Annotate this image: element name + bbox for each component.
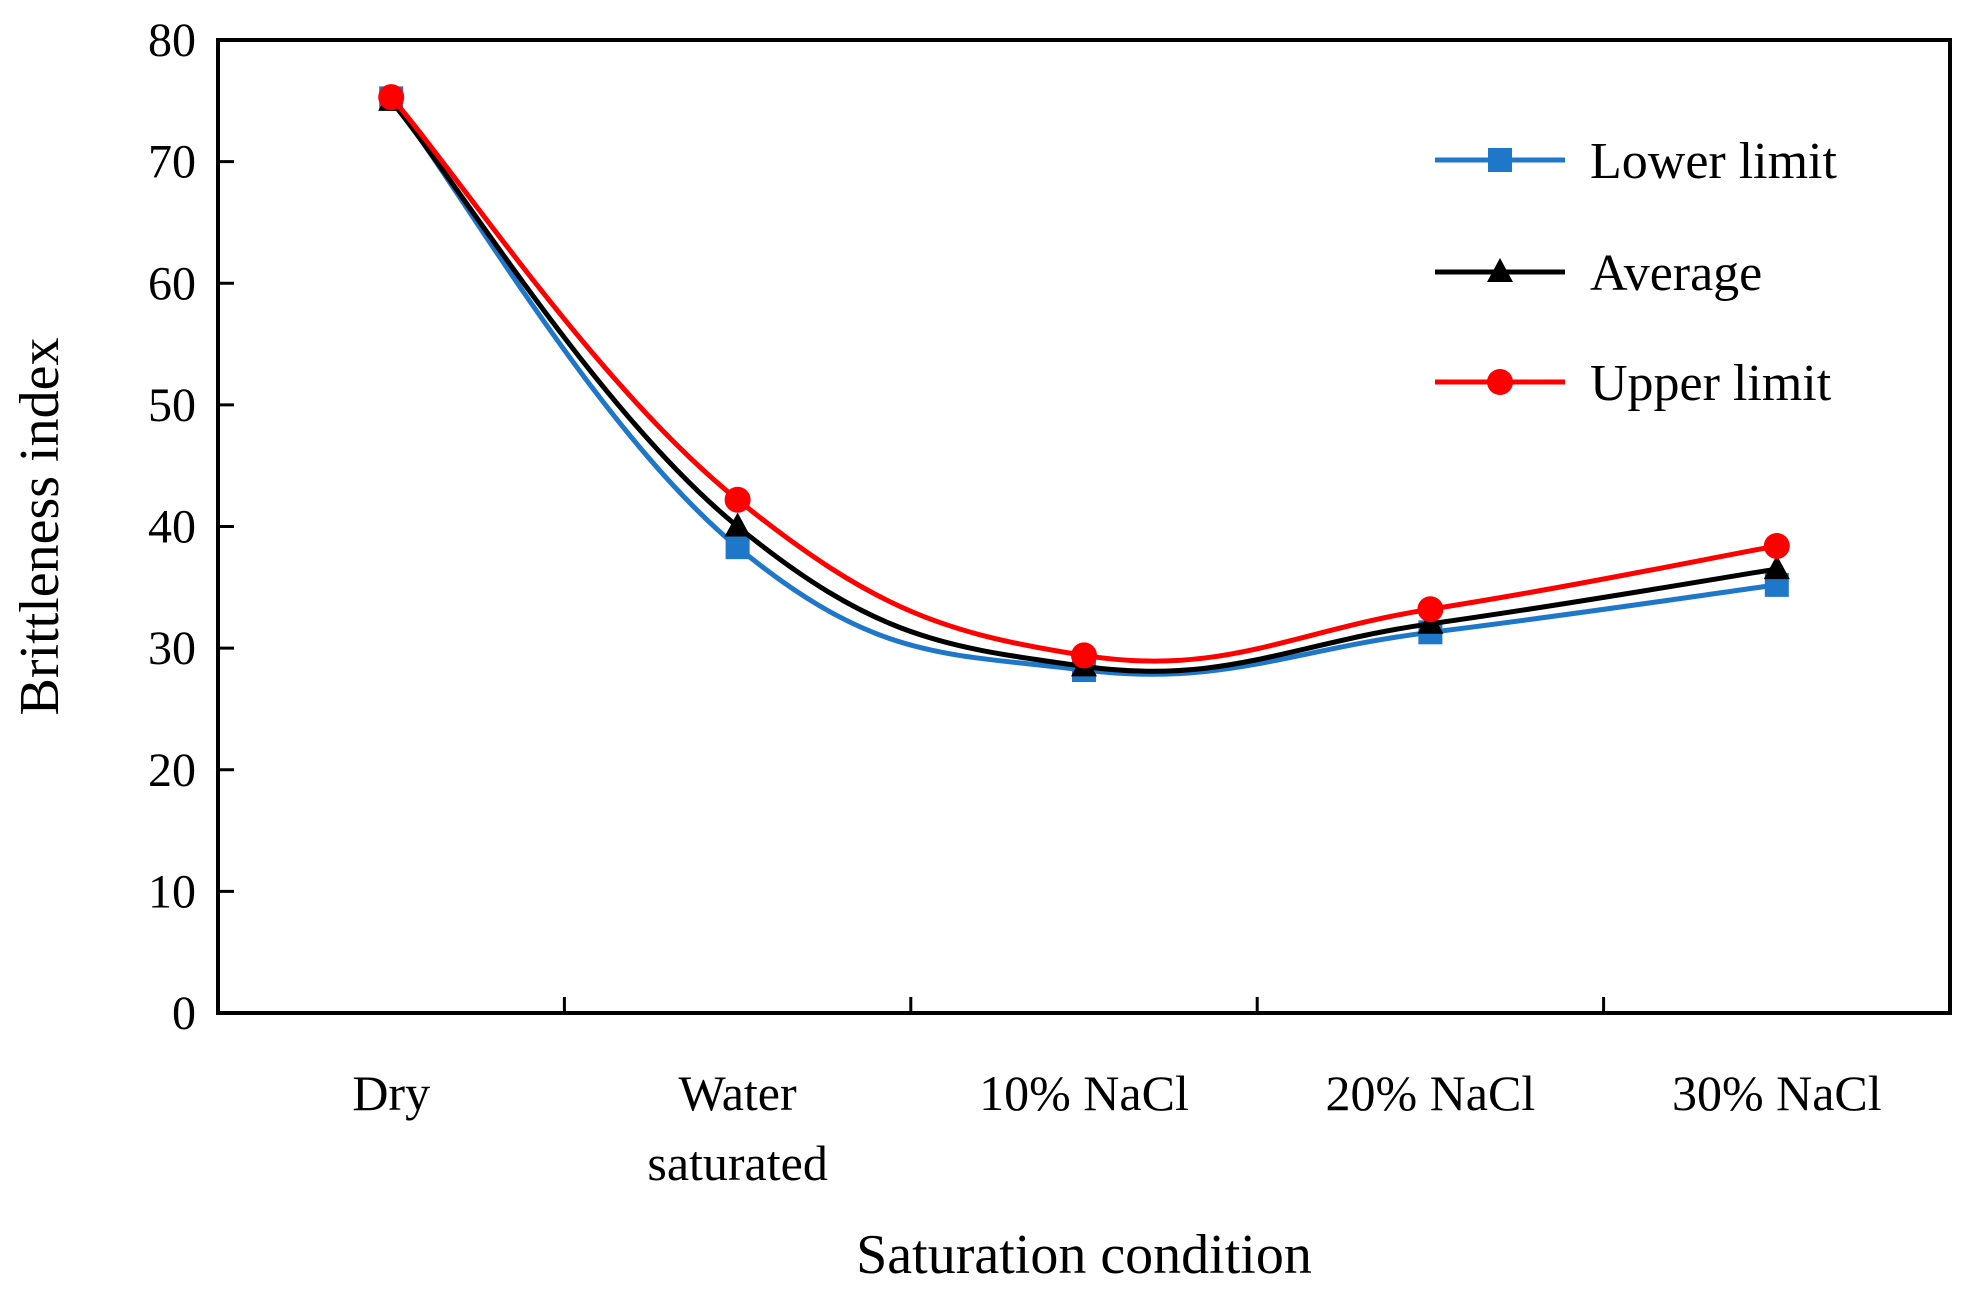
data-point-upper-limit bbox=[378, 84, 405, 111]
legend-label-lower-limit: Lower limit bbox=[1590, 133, 1838, 190]
y-tick-label: 30 bbox=[148, 622, 196, 675]
series-lower-limit bbox=[379, 86, 1789, 683]
x-tick-label: 10% NaCl bbox=[979, 1065, 1189, 1121]
x-tick-label-line: Dry bbox=[352, 1065, 430, 1121]
y-tick-label: 80 bbox=[148, 14, 196, 67]
data-point-average bbox=[1763, 555, 1790, 580]
x-tick-label-line: saturated bbox=[647, 1135, 827, 1191]
y-tick-label: 40 bbox=[148, 501, 196, 554]
legend: Lower limit Average Upper limit bbox=[1435, 133, 1838, 412]
x-tick-label: Dry bbox=[352, 1065, 430, 1121]
series-line-average bbox=[389, 99, 1778, 674]
series-layer bbox=[378, 84, 1790, 683]
data-point-upper-limit bbox=[1071, 642, 1097, 669]
y-tick-label: 10 bbox=[148, 865, 196, 918]
data-point-upper-limit bbox=[1763, 532, 1790, 559]
x-axis: Dry Water saturated 10% NaCl 20% NaCl 30% NaC… bbox=[352, 997, 1882, 1191]
legend-label-upper-limit: Upper limit bbox=[1590, 355, 1832, 412]
x-tick-label-line: Water bbox=[679, 1065, 797, 1121]
data-point-lower-limit bbox=[725, 535, 750, 560]
y-axis: 0 10 20 30 40 50 60 70 80 bbox=[148, 14, 234, 1040]
y-tick-label: 50 bbox=[148, 379, 196, 432]
x-tick-label-line: 30% NaCl bbox=[1672, 1065, 1882, 1121]
series-line-upper-limit bbox=[389, 95, 1778, 664]
x-tick-label: Water saturated bbox=[647, 1065, 827, 1191]
legend-item-average: Average bbox=[1435, 245, 1762, 302]
x-tick-label: 30% NaCl bbox=[1672, 1065, 1882, 1121]
series-line-lower-limit bbox=[389, 96, 1778, 677]
x-tick-label-line: 20% NaCl bbox=[1326, 1065, 1536, 1121]
data-point-average bbox=[724, 512, 751, 537]
y-tick-label: 20 bbox=[148, 744, 196, 797]
data-point-upper-limit bbox=[1417, 596, 1444, 623]
series-upper-limit bbox=[378, 84, 1790, 669]
legend-marker-upper-limit bbox=[1487, 369, 1513, 395]
y-tick-label: 0 bbox=[172, 987, 196, 1040]
x-tick-label-line: 10% NaCl bbox=[979, 1065, 1189, 1121]
y-tick-label: 70 bbox=[148, 136, 196, 189]
y-tick-label: 60 bbox=[148, 257, 196, 310]
legend-marker-average bbox=[1487, 258, 1513, 282]
legend-label-average: Average bbox=[1590, 245, 1762, 302]
y-axis-title: Brittleness index bbox=[9, 338, 71, 716]
data-point-upper-limit bbox=[724, 486, 751, 513]
legend-item-upper-limit: Upper limit bbox=[1435, 355, 1832, 412]
legend-item-lower-limit: Lower limit bbox=[1435, 133, 1838, 190]
x-tick-label: 20% NaCl bbox=[1326, 1065, 1536, 1121]
x-axis-title: Saturation condition bbox=[856, 1224, 1312, 1286]
legend-marker-lower-limit bbox=[1488, 148, 1512, 172]
